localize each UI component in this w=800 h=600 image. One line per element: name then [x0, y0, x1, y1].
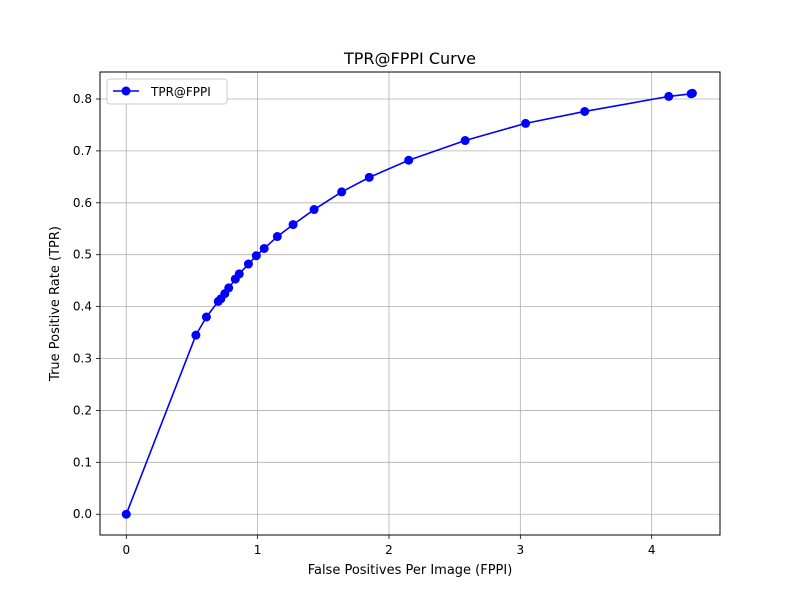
data-point — [259, 243, 269, 253]
grid — [100, 72, 720, 535]
y-tick-label: 0.1 — [73, 455, 92, 469]
data-point — [243, 259, 253, 269]
y-tick-label: 0.3 — [73, 352, 92, 366]
legend-box — [106, 78, 228, 105]
y-tick-label: 0.0 — [73, 507, 92, 521]
x-tick-label: 0 — [122, 543, 130, 557]
plot-frame — [99, 71, 721, 536]
data-point — [121, 509, 131, 519]
x-tick-label: 2 — [385, 543, 393, 557]
data-point — [191, 330, 201, 340]
data-point — [288, 220, 298, 230]
y-tick-label: 0.5 — [73, 248, 92, 262]
data-point — [521, 118, 531, 128]
data-point — [337, 187, 347, 197]
legend-label: TPR@FPPI — [150, 85, 211, 99]
data-point — [580, 106, 590, 116]
data-point — [224, 283, 234, 293]
series-layer — [121, 88, 697, 519]
ticks: 0 1 2 3 4 0.0 0.1 0.2 0.3 0.4 0.5 0.6 0.7 0.8 — [73, 92, 656, 557]
y-axis-label: True Positive Rate (TPR) — [48, 226, 63, 382]
data-point — [251, 251, 261, 261]
data-point — [460, 136, 470, 146]
data-point — [272, 232, 282, 242]
x-tick-label: 3 — [517, 543, 525, 557]
data-point — [664, 91, 674, 101]
chart-title: TPR@FPPI Curve — [343, 49, 476, 68]
data-point — [234, 269, 244, 279]
data-point — [309, 205, 319, 215]
y-tick-label: 0.2 — [73, 403, 92, 417]
x-tick-label: 1 — [254, 543, 262, 557]
y-tick-label: 0.8 — [73, 92, 92, 106]
legend-marker-swatch — [121, 86, 131, 96]
data-point — [201, 312, 211, 322]
data-point — [687, 88, 697, 98]
y-tick-label: 0.4 — [73, 300, 92, 314]
data-point — [404, 155, 414, 165]
x-tick-label: 4 — [648, 543, 656, 557]
y-tick-label: 0.6 — [73, 196, 92, 210]
x-axis-label: False Positives Per Image (FPPI) — [308, 563, 513, 578]
legend: TPR@FPPI — [106, 78, 228, 105]
data-point — [364, 172, 374, 182]
y-tick-label: 0.7 — [73, 144, 92, 158]
